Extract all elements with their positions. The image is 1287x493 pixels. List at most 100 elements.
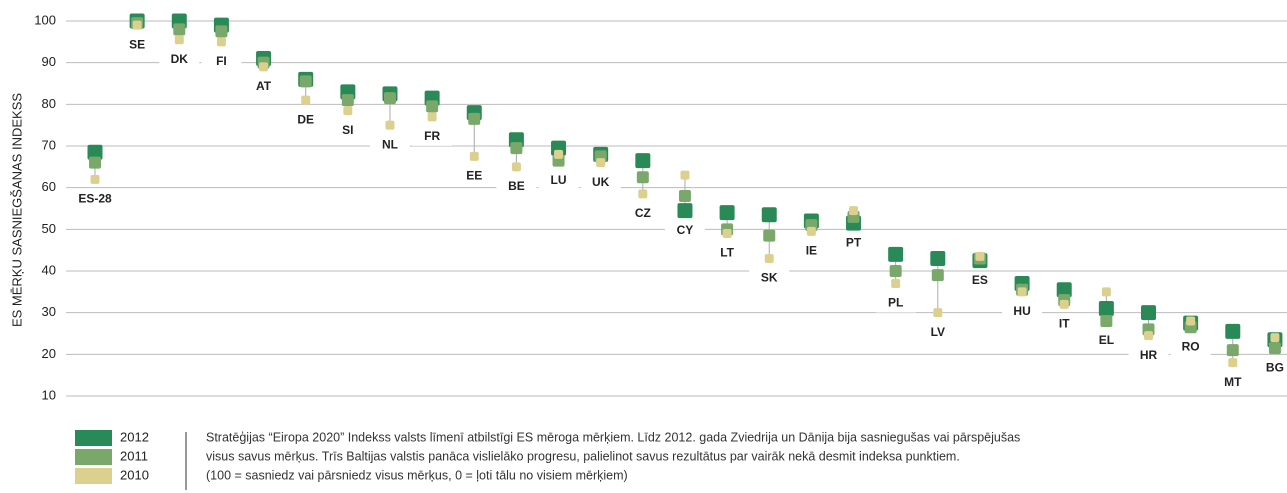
point (1059, 299, 1069, 309)
point (761, 207, 777, 223)
label-bg (664, 221, 705, 240)
label-bg (1170, 338, 1211, 357)
point (173, 23, 186, 36)
point (510, 142, 523, 155)
y-tick-label: 90 (42, 54, 56, 69)
label-bg (538, 171, 579, 190)
label-bg (622, 204, 663, 223)
label-bg (201, 52, 242, 71)
point (1144, 331, 1153, 341)
point (678, 190, 691, 202)
point (722, 229, 732, 238)
legend-label: 2012 (120, 429, 149, 444)
category-label: EE (466, 169, 482, 183)
label-bg (707, 244, 748, 263)
y-tick-label: 20 (42, 346, 56, 361)
category-label: AT (256, 79, 272, 93)
point (1100, 315, 1113, 327)
point (89, 156, 101, 169)
point (1056, 282, 1072, 298)
category-label: ES-28 (78, 192, 112, 206)
point (301, 95, 311, 105)
label-bg (243, 77, 284, 96)
y-axis-label: ES MĒRĶU SASNIEGŠANAS INDEKSS (9, 93, 24, 327)
point (680, 170, 690, 180)
category-label: SE (129, 37, 145, 51)
label-bg (159, 50, 200, 69)
point (889, 265, 902, 277)
point (1017, 287, 1027, 297)
legend-label: 2011 (120, 448, 148, 463)
label-bg (791, 242, 832, 261)
category-label: NL (382, 137, 398, 151)
category-label: MT (1224, 375, 1242, 389)
point (806, 226, 816, 236)
point (259, 62, 269, 72)
point (132, 20, 142, 30)
category-label: CY (677, 223, 694, 237)
point (426, 100, 439, 113)
label-bg (1002, 302, 1043, 321)
point (383, 92, 396, 105)
label-bg (117, 36, 158, 55)
point (385, 120, 395, 130)
label-bg (412, 127, 453, 146)
point (341, 94, 354, 107)
point (1226, 344, 1239, 357)
label-bg (959, 271, 1000, 290)
point (511, 162, 521, 172)
category-label: DK (171, 52, 189, 66)
category-label: LU (551, 173, 567, 187)
point (1101, 287, 1111, 297)
label-bg (1212, 373, 1253, 392)
category-label: EL (1099, 333, 1114, 347)
y-tick-label: 10 (42, 387, 56, 402)
point (677, 203, 693, 219)
label-bg (327, 121, 368, 140)
category-label: UK (592, 175, 610, 189)
y-tick-label: 40 (42, 262, 56, 277)
y-tick-label: 80 (42, 96, 56, 111)
y-tick-label: 30 (42, 304, 56, 319)
point (427, 112, 437, 122)
label-bg (875, 294, 916, 313)
point (763, 229, 776, 242)
category-label: BG (1266, 360, 1284, 374)
category-label: SK (761, 271, 778, 285)
point (849, 206, 859, 216)
legend-swatch (75, 449, 112, 465)
category-label: DE (297, 112, 314, 126)
point (1225, 323, 1241, 339)
label-bg (1044, 315, 1085, 334)
point (975, 251, 985, 261)
point (596, 158, 606, 168)
point (1098, 301, 1114, 316)
label-bg (749, 269, 790, 288)
point (930, 251, 946, 266)
point (1268, 342, 1281, 355)
legend-label: 2010 (120, 467, 149, 482)
note: (100 = sasniedz vai pārsniedz visus mērķ… (206, 468, 628, 482)
label-bg (454, 167, 495, 186)
point (87, 144, 103, 160)
point (933, 308, 943, 318)
label-bg (285, 111, 326, 130)
point (554, 149, 564, 159)
y-tick-label: 50 (42, 221, 56, 236)
category-label: RO (1182, 339, 1200, 353)
point (1228, 358, 1238, 368)
point (635, 153, 651, 169)
point (1141, 305, 1156, 321)
category-label: LT (720, 246, 734, 260)
label-bg (1086, 332, 1127, 350)
label-bg (580, 173, 621, 192)
label-bg (75, 190, 115, 209)
category-label: SI (342, 123, 353, 137)
category-label: FI (216, 54, 227, 68)
point (215, 25, 228, 38)
y-tick-label: 60 (42, 179, 56, 194)
category-label: FR (424, 129, 440, 143)
category-label: IT (1059, 317, 1070, 331)
point (216, 37, 226, 47)
point (638, 189, 648, 199)
